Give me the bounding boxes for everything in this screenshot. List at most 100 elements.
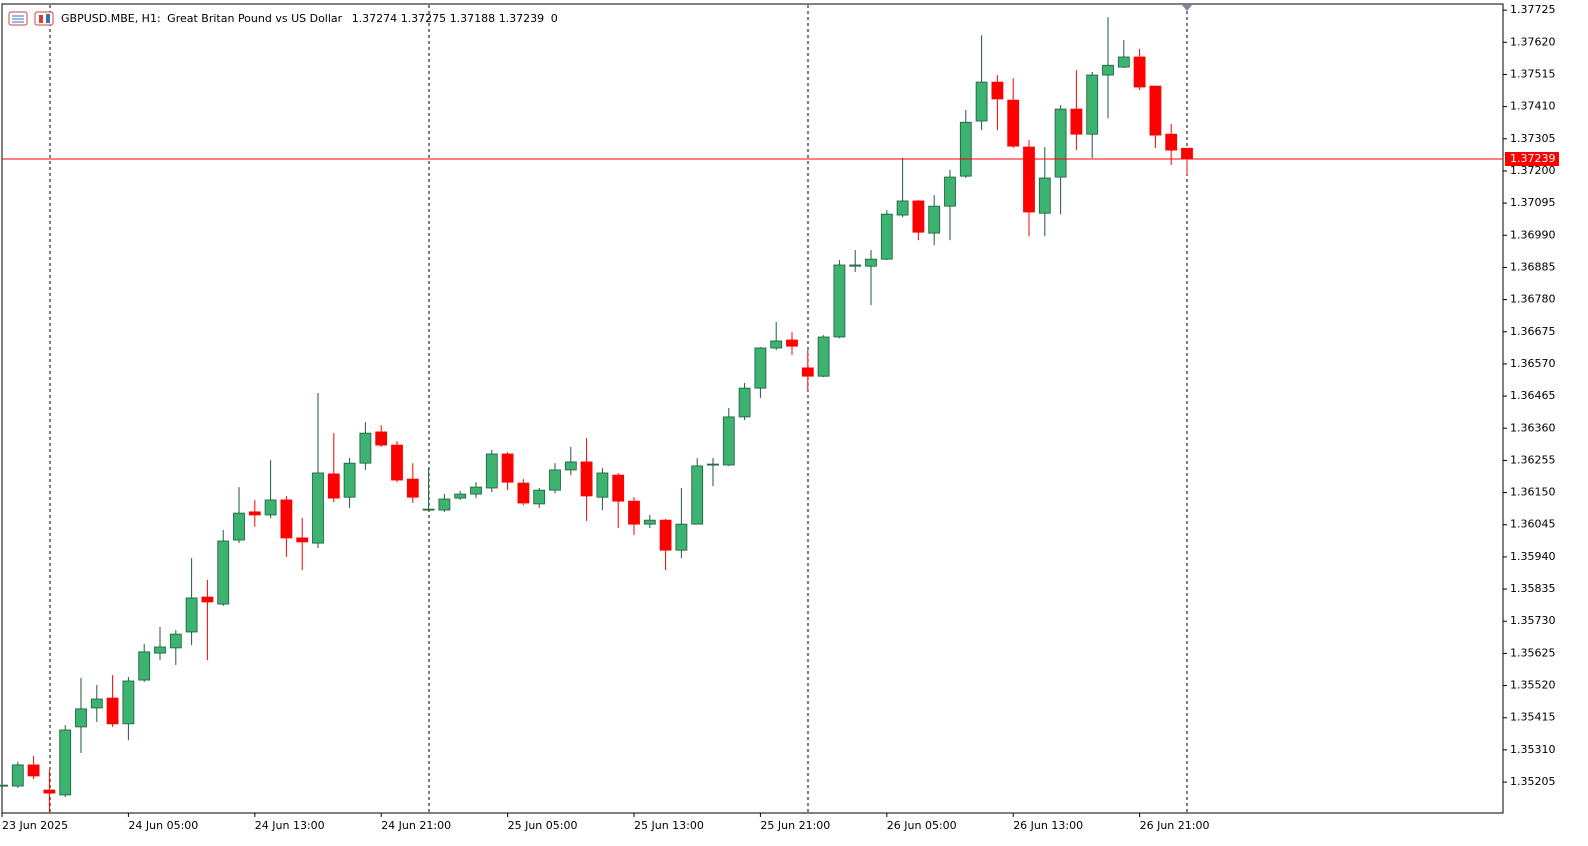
y-tick-label: 1.35835	[1510, 582, 1556, 595]
candle-body	[533, 489, 546, 505]
y-tick-label: 1.35625	[1510, 646, 1556, 659]
y-tick-label: 1.35415	[1510, 711, 1556, 724]
candle-body	[865, 258, 877, 267]
candle-body	[1023, 146, 1035, 213]
x-tick-label: 23 Jun 2025	[2, 819, 68, 832]
candle-body	[1117, 56, 1130, 68]
x-tick-label: 24 Jun 21:00	[381, 819, 451, 832]
price-label: 1.37239	[1510, 152, 1556, 165]
y-tick-label: 1.36675	[1510, 325, 1556, 338]
candle-body	[375, 431, 388, 446]
candle-body	[738, 387, 751, 418]
candle-body	[564, 461, 577, 471]
candles	[0, 17, 1193, 813]
y-tick-label: 1.37410	[1510, 100, 1556, 113]
x-tick-label: 24 Jun 05:00	[128, 819, 198, 832]
candle-body	[201, 596, 214, 603]
candle-body	[1038, 177, 1051, 214]
symbol: GBPUSD.MBE, H1:	[61, 12, 161, 25]
y-tick-label: 1.36780	[1510, 293, 1556, 306]
candle-body	[928, 205, 941, 234]
y-tick-label: 1.36465	[1510, 389, 1556, 402]
candle-body	[280, 499, 293, 539]
candle-body	[1086, 74, 1099, 135]
time-marker	[1182, 5, 1192, 11]
candle-body	[1070, 108, 1083, 135]
y-tick-label: 1.37305	[1510, 132, 1556, 145]
candle-body	[1054, 108, 1067, 178]
candle-body	[833, 264, 846, 338]
candle-body	[106, 697, 119, 725]
candle-body	[691, 465, 704, 525]
candle-body	[327, 473, 340, 499]
x-tick-label: 25 Jun 13:00	[634, 819, 704, 832]
y-tick-label: 1.36045	[1510, 518, 1556, 531]
x-tick-label: 24 Jun 13:00	[255, 819, 325, 832]
candle-body	[596, 472, 609, 498]
candle-body	[643, 519, 656, 525]
candle-body	[312, 472, 324, 544]
candle-body	[27, 764, 40, 777]
y-tick-label: 1.37095	[1510, 196, 1556, 209]
description: Great Britan Pound vs US Dollar	[167, 12, 342, 25]
candle-body	[138, 651, 151, 681]
candle-body	[43, 789, 56, 794]
candle-body	[991, 81, 1004, 100]
y-tick-label: 1.37200	[1510, 164, 1556, 177]
candle-body	[485, 453, 498, 489]
candle-body	[770, 340, 783, 349]
header-open: 1.37274	[352, 12, 398, 25]
y-tick-label: 1.35310	[1510, 743, 1556, 756]
candle-body	[517, 482, 530, 504]
candle-body	[90, 698, 103, 709]
candle-body	[628, 500, 640, 525]
candle-body	[722, 416, 735, 466]
icon	[46, 14, 50, 23]
x-tick-label: 26 Jun 05:00	[887, 819, 957, 832]
header-value: 0	[551, 12, 558, 25]
candle-body	[754, 347, 767, 389]
candle-body	[1165, 133, 1178, 151]
candle-body	[391, 444, 403, 481]
candle-body	[248, 511, 261, 516]
chart-header: GBPUSD.MBE, H1: Great Britan Pound vs US…	[61, 12, 558, 25]
candle-body	[1133, 56, 1146, 88]
candle-body	[59, 729, 72, 796]
y-tick-label: 1.35730	[1510, 614, 1556, 627]
header-icons	[8, 11, 54, 26]
y-tick-label: 1.36360	[1510, 421, 1556, 434]
candle-body	[0, 784, 8, 787]
candle-body	[959, 121, 972, 177]
candle-body	[1149, 85, 1162, 136]
x-tick-label: 26 Jun 13:00	[1013, 819, 1083, 832]
candle-body	[896, 200, 909, 216]
candle-body	[454, 493, 467, 499]
candle-body	[707, 463, 719, 466]
candle-body	[154, 646, 166, 654]
y-tick-label: 1.37725	[1510, 3, 1556, 16]
candle-body	[612, 474, 625, 502]
x-tick-label: 25 Jun 05:00	[508, 819, 578, 832]
y-tick-label: 1.35520	[1510, 679, 1556, 692]
candle-body	[580, 461, 593, 497]
header-close: 1.37239	[499, 12, 545, 25]
candle-body	[296, 537, 309, 543]
candle-body	[233, 512, 245, 541]
candle-body	[1102, 64, 1114, 76]
candle-body	[422, 508, 435, 511]
candle-body	[975, 81, 988, 122]
plot-frame	[1, 3, 1504, 814]
candle-body	[786, 339, 798, 347]
y-tick-label: 1.37515	[1510, 67, 1556, 80]
y-tick-label: 1.35940	[1510, 550, 1556, 563]
candle-body	[11, 764, 24, 787]
candle-body	[501, 453, 514, 483]
candle-body	[849, 264, 862, 267]
header-low: 1.37188	[450, 12, 496, 25]
candle-body	[75, 708, 87, 728]
candle-body	[185, 597, 198, 633]
y-tick-label: 1.37620	[1510, 35, 1556, 48]
candle-body	[470, 486, 482, 495]
